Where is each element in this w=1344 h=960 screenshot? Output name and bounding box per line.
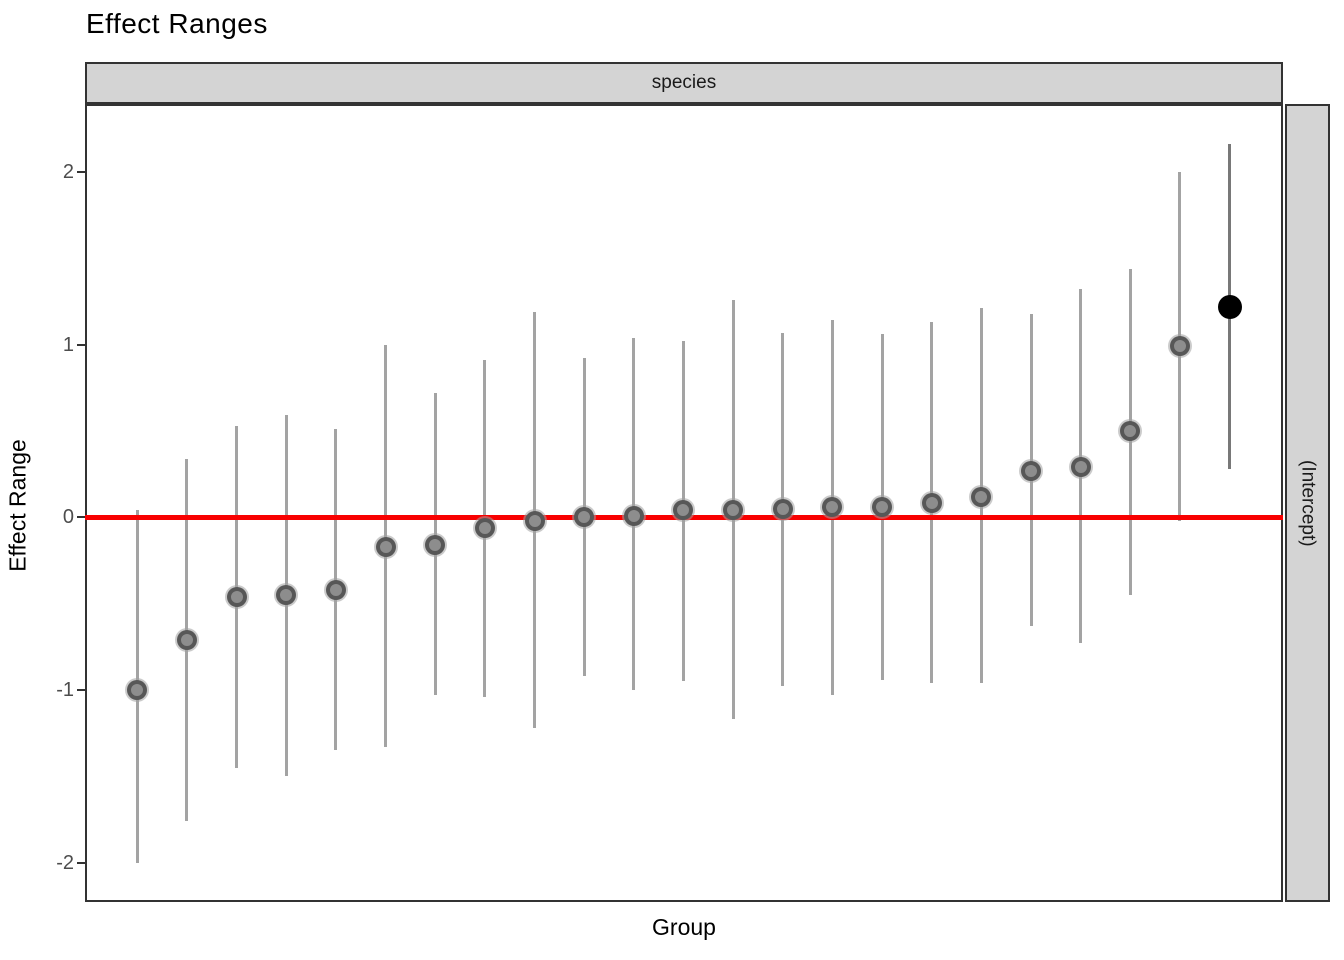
y-tick-mark	[77, 861, 85, 864]
point-marker	[176, 629, 197, 650]
point-marker	[971, 486, 992, 507]
point-marker	[921, 493, 942, 514]
point-marker	[127, 679, 148, 700]
point-marker	[574, 507, 595, 528]
point-marker	[226, 586, 247, 607]
point-marker	[1169, 336, 1190, 357]
y-tick-label: -1	[56, 678, 74, 701]
point-marker	[772, 498, 793, 519]
point-marker	[623, 505, 644, 526]
x-axis-title: Group	[652, 914, 716, 940]
y-tick-mark	[77, 516, 85, 519]
facet-strip-right-label: (Intercept)	[1297, 459, 1319, 547]
y-tick-label: 2	[62, 161, 74, 183]
y-tick-mark	[77, 171, 85, 173]
facet-strip-top-label: species	[651, 72, 717, 93]
plot-panel	[85, 104, 1283, 902]
point-marker	[325, 579, 346, 600]
y-tick-mark	[77, 343, 85, 346]
plot-title: Effect Ranges	[86, 8, 268, 39]
point-marker	[524, 510, 545, 531]
y-tick-label: -2	[56, 851, 74, 874]
highlight-point-marker	[1217, 294, 1242, 319]
point-marker	[276, 584, 297, 605]
facet-strip-top: species	[85, 62, 1283, 104]
point-marker	[673, 500, 694, 521]
y-tick-label: 1	[62, 333, 74, 356]
y-tick-mark	[77, 688, 85, 691]
point-marker	[474, 517, 495, 538]
facet-strip-right: (Intercept)	[1285, 104, 1330, 902]
point-marker	[822, 496, 843, 517]
point-marker	[1120, 420, 1141, 441]
point-marker	[425, 534, 446, 555]
point-marker	[1070, 457, 1091, 478]
point-marker	[723, 500, 744, 521]
point-marker	[872, 496, 893, 517]
point-marker	[1021, 460, 1041, 481]
y-tick-label: 0	[62, 506, 74, 529]
y-axis-title: Effect Range	[4, 439, 31, 572]
point-marker	[375, 536, 396, 557]
